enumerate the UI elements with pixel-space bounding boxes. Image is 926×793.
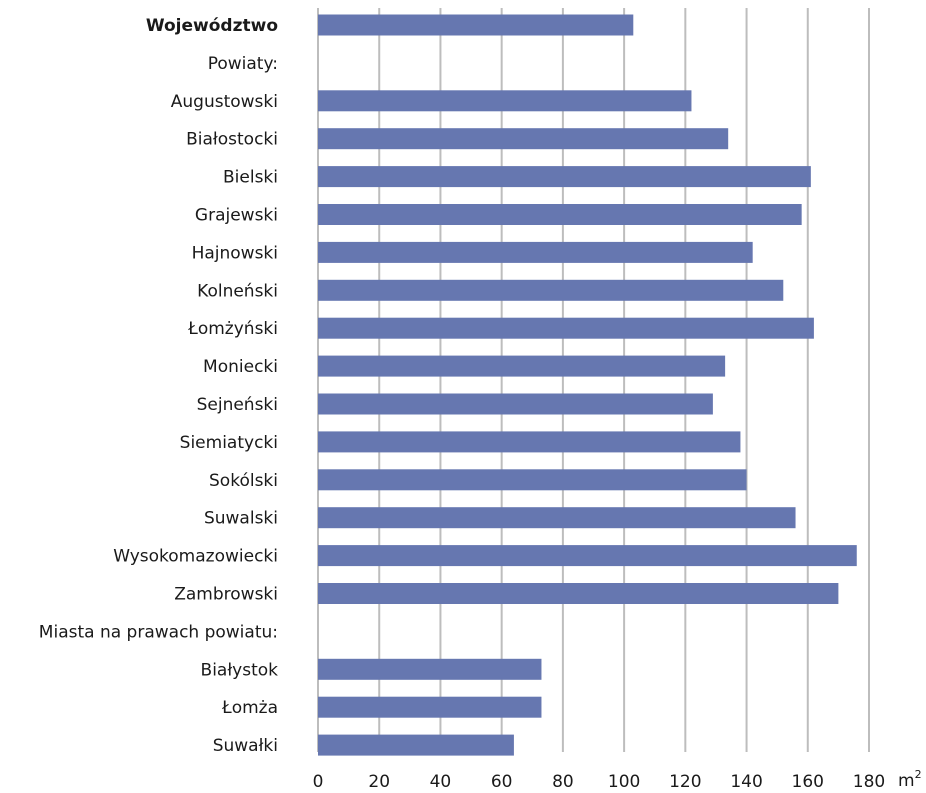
bar (318, 166, 811, 188)
bar (318, 545, 857, 567)
bar (318, 431, 741, 453)
category-label: Miasta na prawach powiatu: (39, 622, 278, 642)
x-tick-label: 100 (608, 772, 640, 792)
category-label: Kolneński (197, 281, 278, 301)
x-tick-label: 40 (430, 772, 452, 792)
x-tick-label: 160 (792, 772, 824, 792)
category-label: Łomża (221, 698, 278, 718)
category-label: Łomżyński (187, 319, 278, 339)
grid-lines (317, 8, 870, 752)
category-label: Hajnowski (192, 243, 278, 263)
bar (318, 14, 634, 36)
category-label: Suwalski (204, 509, 278, 529)
x-tick-label: 120 (669, 772, 701, 792)
bar (318, 583, 839, 604)
bar (318, 128, 729, 150)
bars (318, 14, 857, 756)
bar (318, 90, 692, 112)
bar (318, 317, 814, 339)
x-unit-label: m2 (898, 768, 922, 791)
bar (318, 734, 514, 756)
x-tick-label: 20 (368, 772, 390, 792)
category-label: Białostocki (186, 130, 278, 150)
category-labels: Województwo Powiaty: Augustowski Białostock… (39, 16, 278, 756)
category-label: Sejneński (197, 395, 278, 415)
x-tick-label: 80 (552, 772, 574, 792)
category-label: Województwo (146, 16, 278, 36)
category-label: Wysokomazowiecki (113, 547, 278, 567)
bar (318, 469, 747, 491)
bar (318, 658, 542, 680)
bar (318, 696, 542, 718)
x-tick-label: 140 (730, 772, 762, 792)
category-label: Suwałki (213, 736, 278, 756)
category-label: Zambrowski (174, 585, 278, 605)
category-label: Moniecki (203, 357, 278, 377)
category-label: Augustowski (171, 92, 278, 112)
bar (318, 507, 796, 529)
x-tick-label: 180 (853, 772, 885, 792)
category-label: Białystok (201, 660, 279, 680)
x-tick-label: 60 (491, 772, 513, 792)
bar (318, 279, 784, 301)
x-tick-labels: 0 20 40 60 80 100 120 140 160 180 (313, 772, 886, 792)
category-label: Bielski (223, 168, 278, 188)
bar (318, 393, 713, 415)
x-tick-label: 0 (313, 772, 324, 792)
category-label: Sokólski (209, 471, 278, 491)
bar (318, 241, 753, 263)
category-label: Grajewski (195, 206, 278, 226)
bar (318, 204, 802, 225)
category-label: Siemiatycki (180, 433, 278, 453)
bar (318, 355, 726, 377)
category-label: Powiaty: (208, 54, 278, 74)
